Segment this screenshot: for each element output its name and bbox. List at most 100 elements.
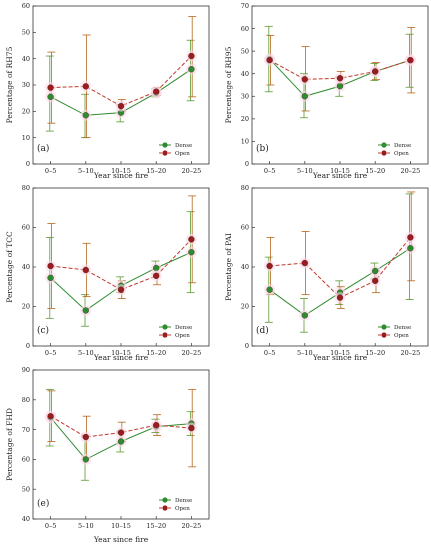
x-tick-label: 5–10 (297, 349, 313, 357)
y-axis-title: Percentage of TCC (5, 231, 14, 303)
dense-point (336, 82, 344, 90)
y-tick-label: 60 (241, 25, 249, 33)
y-tick-label: 10 (241, 138, 249, 146)
panel-label: (e) (37, 498, 49, 509)
open-point (117, 286, 125, 293)
open-point (336, 75, 344, 82)
y-tick-label: 30 (241, 92, 249, 100)
legend-dense-label: Dense (175, 498, 192, 504)
open-point (47, 413, 54, 420)
open-point (82, 433, 89, 441)
y-tick-label: 20 (241, 303, 249, 311)
dense-point (82, 456, 89, 463)
x-tick-label: 0–5 (45, 167, 57, 175)
legend-dense-marker (381, 142, 387, 148)
y-tick-label: 0 (245, 160, 249, 168)
y-tick-label: 20 (241, 115, 249, 123)
y-tick-label: 30 (22, 81, 30, 89)
legend-dense-marker (162, 324, 168, 330)
y-tick-label: 40 (22, 515, 30, 523)
y-tick-label: 20 (22, 303, 30, 311)
y-tick-label: 50 (241, 47, 249, 55)
open-point (266, 262, 273, 270)
x-tick-label: 5–10 (297, 167, 313, 175)
legend-open-marker (162, 150, 168, 156)
y-tick-label: 40 (22, 55, 30, 63)
x-tick-label: 5–10 (78, 522, 94, 530)
legend-open-label: Open (175, 333, 190, 339)
plot-frame (32, 5, 210, 165)
y-axis-title: Percentage of FHD (5, 408, 14, 481)
x-tick-label: 10–15 (330, 349, 350, 357)
x-tick-label: 10–15 (111, 349, 131, 357)
y-tick-label: 60 (22, 2, 30, 10)
open-point (47, 262, 54, 270)
x-axis-title: Year since fire (93, 353, 149, 362)
open-point (301, 76, 308, 83)
x-tick-label: 0–5 (45, 349, 57, 357)
open-point (82, 266, 89, 274)
dense-point (188, 249, 195, 256)
dense-point (47, 93, 54, 100)
x-axis-title: Year since fire (312, 171, 368, 180)
plot-frame (251, 187, 429, 347)
dense-point (372, 267, 379, 275)
legend-open-label: Open (394, 151, 409, 157)
y-tick-label: 0 (26, 160, 30, 168)
y-axis-title: Percentage of RH95 (224, 46, 233, 123)
y-tick-label: 70 (22, 426, 30, 434)
chart-panel-2: 0 20 40 60 80 0–5 5–10 10–15 15–20 20–25 Year sinc… (5, 184, 210, 362)
legend-open-marker (381, 150, 387, 156)
dense-series-line (269, 247, 411, 316)
y-tick-label: 50 (22, 29, 30, 37)
y-axis-title: Percentage of PAI (224, 233, 233, 301)
open-point (153, 421, 160, 429)
x-axis-title: Year since fire (312, 353, 368, 362)
y-tick-label: 70 (241, 2, 249, 10)
legend-open-label: Open (394, 333, 409, 339)
open-point (188, 52, 195, 60)
y-tick-label: 60 (241, 224, 249, 232)
y-tick-label: 50 (22, 485, 30, 493)
legend-dense-label: Dense (175, 325, 192, 331)
x-tick-label: 15–20 (365, 349, 385, 357)
y-tick-label: 80 (22, 184, 30, 192)
x-tick-label: 15–20 (146, 349, 166, 357)
y-tick-label: 20 (22, 108, 30, 116)
x-tick-label: 10–15 (111, 522, 131, 530)
open-point (188, 236, 195, 243)
x-tick-label: 0–5 (45, 522, 57, 530)
panel-label: (d) (256, 325, 269, 336)
x-tick-label: 15–20 (146, 522, 166, 530)
dense-point (153, 264, 160, 272)
x-tick-label: 20–25 (401, 349, 421, 357)
open-point (117, 102, 125, 110)
y-tick-label: 40 (241, 263, 249, 271)
x-tick-label: 20–25 (401, 167, 421, 175)
open-point (372, 277, 379, 284)
dense-point (117, 438, 125, 445)
legend-dense-label: Dense (175, 143, 192, 149)
open-series-line (50, 55, 192, 107)
legend-open-label: Open (175, 506, 190, 512)
open-point (407, 57, 414, 64)
chart-panel-4: 40 50 60 70 80 90 0–5 5–10 10–15 15–20 20–25 Year s… (5, 366, 210, 544)
open-point (153, 272, 160, 280)
y-tick-label: 40 (22, 263, 30, 271)
y-axis-title: Percentage of RH75 (5, 46, 14, 123)
x-tick-label: 10–15 (111, 167, 131, 175)
dense-point (407, 245, 414, 252)
x-tick-label: 15–20 (365, 167, 385, 175)
x-tick-label: 10–15 (330, 167, 350, 175)
y-tick-label: 10 (22, 134, 30, 142)
panel-label: (c) (37, 325, 49, 336)
chart-panel-3: 0 20 40 60 80 0–5 5–10 10–15 15–20 20–25 Year sinc… (224, 184, 429, 362)
y-tick-label: 60 (22, 456, 30, 464)
legend-open-label: Open (175, 151, 190, 157)
open-point (407, 234, 414, 241)
open-point (82, 83, 89, 90)
chart-panel-1: 0 10 20 30 40 50 60 70 0–5 5–10 10–15 15–20 20–25 Yea… (224, 2, 429, 180)
open-point (336, 294, 344, 301)
open-point (372, 68, 379, 75)
